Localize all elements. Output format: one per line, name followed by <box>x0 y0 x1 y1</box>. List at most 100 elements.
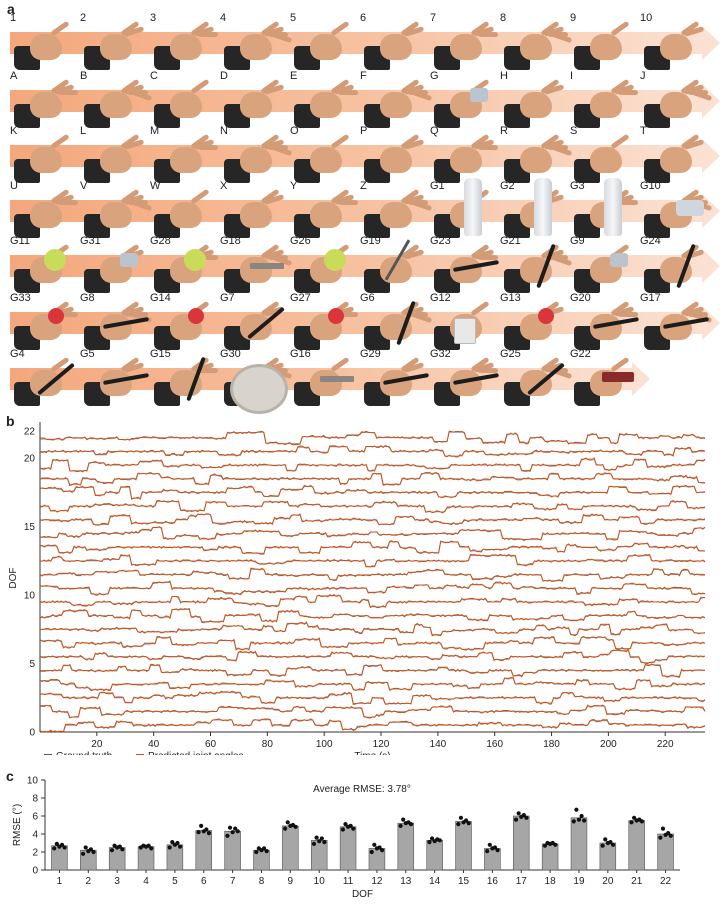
gesture-cell: O <box>290 125 360 191</box>
predicted-line <box>39 484 706 500</box>
gesture-label: 10 <box>640 12 653 24</box>
x-tick-label: 40 <box>148 739 160 750</box>
gesture-label: L <box>80 125 87 137</box>
predicted-line <box>39 540 706 555</box>
gesture-label: S <box>570 125 578 137</box>
gesture-cell: 4 <box>220 12 293 78</box>
predicted-line <box>39 594 705 609</box>
gesture-label: G6 <box>360 292 375 304</box>
grasped-object-icon <box>250 263 284 269</box>
finger-icon <box>57 199 79 206</box>
gesture-cell: G8 <box>80 292 153 358</box>
data-point <box>175 840 180 846</box>
chart-title: Average RMSE: 3.78° <box>313 784 411 795</box>
gesture-cell: 7 <box>430 12 500 78</box>
predicted-line <box>39 553 706 568</box>
gesture-label: N <box>220 125 228 137</box>
gesture-cell: G6 <box>360 292 433 358</box>
data-point <box>610 842 616 847</box>
bar <box>426 840 443 871</box>
finger-icon <box>190 78 210 95</box>
gesture-cell: X <box>220 180 290 246</box>
x-tick-label: 9 <box>288 876 294 887</box>
data-point <box>408 822 414 827</box>
gesture-label: G32 <box>430 348 451 360</box>
finger-icon <box>477 31 499 38</box>
data-point <box>225 833 230 838</box>
hand-icon <box>310 34 342 60</box>
gesture-cell: H <box>500 70 570 136</box>
gesture-cell: G16 <box>290 348 360 414</box>
data-point <box>582 818 587 823</box>
gesture-label: G3 <box>570 180 585 192</box>
gesture-cell: U <box>10 180 80 246</box>
data-point <box>639 819 645 824</box>
x-tick-label: 100 <box>316 739 333 750</box>
y-tick-label: 0 <box>29 728 35 739</box>
x-tick-label: 7 <box>230 876 236 887</box>
gesture-label: E <box>290 70 298 82</box>
data-point <box>487 842 492 847</box>
panel-label-a: a <box>7 1 15 17</box>
data-point <box>485 849 490 854</box>
hand-icon <box>30 92 62 118</box>
gesture-label: G <box>430 70 439 82</box>
gesture-label: C <box>150 70 158 82</box>
data-point <box>608 840 613 845</box>
gesture-cell: B <box>80 70 153 136</box>
hand-icon <box>30 202 62 228</box>
gesture-cell: G11 <box>10 235 80 301</box>
finger-icon <box>610 133 630 150</box>
hand-icon <box>100 92 132 118</box>
x-tick-label: 180 <box>543 739 560 750</box>
gesture-cell: C <box>150 70 220 136</box>
hand-icon <box>590 34 622 60</box>
gesture-label: 5 <box>290 12 297 24</box>
predicted-line <box>39 457 706 473</box>
hand-icon <box>170 147 202 173</box>
hand-icon <box>590 92 622 118</box>
grasped-object-icon <box>324 249 346 271</box>
gesture-grid: 1 2 3 4 5 6 7 8 9 10 A B C D E F G H I J K L M N O P Q R S T U V W X Y Z G1 G… <box>0 0 723 414</box>
x-tick-label: 6 <box>201 876 207 887</box>
gesture-label: G8 <box>80 292 95 304</box>
gesture-cell: S <box>570 125 640 191</box>
hand-icon <box>170 34 202 60</box>
gesture-cell: G1 <box>430 178 500 246</box>
gesture-cell: K <box>10 125 80 191</box>
bar <box>541 843 559 871</box>
grasped-object-icon <box>44 249 66 271</box>
hand-icon <box>170 92 202 118</box>
gesture-label: R <box>500 125 508 137</box>
bar <box>339 826 357 871</box>
gesture-cell: 3 <box>150 12 220 78</box>
finger-icon <box>617 89 639 96</box>
timeseries-chart: 20 40 60 80 100 120 140 160 180 200 220 0 5 10 15 20 22 D… <box>8 422 706 755</box>
data-point <box>196 830 201 835</box>
finger-icon <box>477 367 499 374</box>
gesture-cell: Y <box>290 180 360 246</box>
data-point <box>264 849 269 854</box>
x-tick-label: 16 <box>487 876 499 887</box>
gesture-cell: G3 <box>570 178 640 246</box>
predicted-line <box>39 676 706 692</box>
finger-icon <box>337 199 359 206</box>
hand-icon <box>450 147 482 173</box>
predicted-line <box>39 430 706 446</box>
gesture-cell: G <box>430 70 500 136</box>
data-point <box>283 826 288 831</box>
grasped-object-icon <box>454 318 476 344</box>
predicted-line <box>39 444 706 458</box>
gesture-label: G24 <box>640 235 661 247</box>
predicted-line <box>39 567 706 582</box>
legend-label-ground-truth: Ground truth <box>56 751 112 755</box>
panel-label-b: b <box>6 413 15 429</box>
y-axis-label: RMSE (°) <box>12 804 23 846</box>
hand-icon <box>380 147 412 173</box>
hand-icon <box>520 92 552 118</box>
x-tick-label: 22 <box>660 876 672 887</box>
grasped-object-icon <box>464 178 482 236</box>
data-point <box>521 813 526 818</box>
gesture-cell: G14 <box>150 292 220 358</box>
gesture-cell: 9 <box>570 12 640 78</box>
